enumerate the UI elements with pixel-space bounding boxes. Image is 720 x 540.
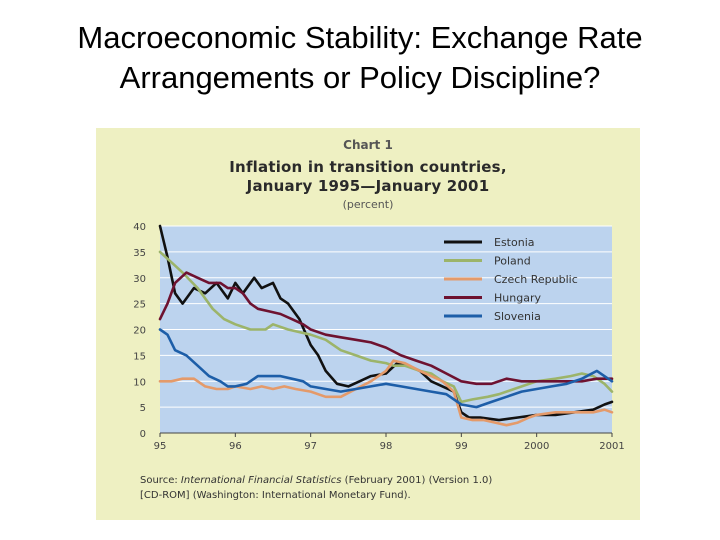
legend-label-estonia: Estonia [494,236,535,249]
chart-title-line-1: Inflation in transition countries, [229,158,507,176]
y-tick-label: 35 [133,248,146,259]
source-note: Source: International Financial Statisti… [140,473,630,503]
series-line-estonia [158,224,614,422]
x-tick-label: 99 [455,441,468,452]
y-tick-label: 40 [133,222,146,233]
slide-title: Macroeconomic Stability: Exchange Rate A… [0,18,720,98]
y-tick-label: 20 [133,326,146,337]
legend-label-hungary: Hungary [494,292,541,305]
y-tick-label: 15 [133,351,146,362]
chart-title-line-2: January 1995—January 2001 [246,177,490,195]
source-line-1-rest: (February 2001) (Version 1.0) [341,475,493,486]
series-line-czech-republic [158,359,614,427]
series-line-slovenia [158,328,614,409]
series-line-hungary [158,271,614,386]
slide-title-line-2: Arrangements or Policy Discipline? [119,60,601,95]
y-tick-label: 30 [133,274,146,285]
legend-label-czech-republic: Czech Republic [494,273,578,286]
legend-label-poland: Poland [494,255,531,268]
source-line-2: [CD-ROM] (Washington: International Mone… [140,490,411,501]
chart-unit: (percent) [342,198,394,211]
chart-title: Inflation in transition countries, Janua… [96,158,640,196]
x-tick-label: 97 [304,441,317,452]
x-tick-label: 95 [154,441,167,452]
line-chart: 0 5 10 15 20 25 30 35 40 95 96 97 98 99 2000 2001 Estoni… [133,222,624,452]
y-tick-label: 0 [140,429,146,440]
slide-title-line-1: Macroeconomic Stability: Exchange Rate [77,20,643,55]
y-tick-label: 5 [140,403,146,414]
chart-number: Chart 1 [343,138,393,152]
x-tick-label: 96 [229,441,242,452]
y-tick-label: 25 [133,300,146,311]
legend-label-slovenia: Slovenia [494,310,541,323]
x-tick-label: 2000 [524,441,549,452]
x-tick-label: 98 [380,441,393,452]
chart-panel: Chart 1 Inflation in transition countrie… [96,128,640,520]
source-prefix: Source: [140,475,181,486]
x-tick-label: 2001 [599,441,624,452]
y-tick-label: 10 [133,377,146,388]
source-title: International Financial Statistics [180,475,342,486]
